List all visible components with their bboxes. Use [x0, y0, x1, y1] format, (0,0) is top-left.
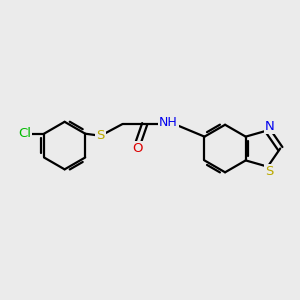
Text: NH: NH [159, 116, 178, 129]
Text: O: O [132, 142, 142, 155]
Text: S: S [265, 165, 273, 178]
Text: S: S [96, 129, 105, 142]
Text: Cl: Cl [18, 127, 31, 140]
Text: N: N [265, 120, 274, 133]
